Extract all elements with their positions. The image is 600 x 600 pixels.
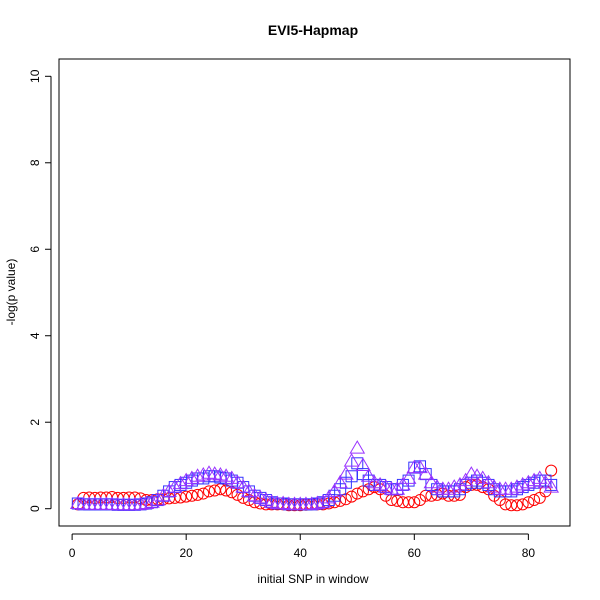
circle-point — [202, 485, 215, 498]
y-tick-label: 0 — [28, 505, 42, 512]
circle-point — [510, 499, 523, 512]
circle-point — [516, 498, 529, 511]
triangle-point — [355, 457, 371, 471]
triangle-point — [452, 476, 468, 491]
circle-point — [402, 496, 415, 509]
triangle-point — [69, 495, 86, 510]
y-axis: 0 2 4 6 8 10 — [28, 69, 52, 512]
triangle-point — [503, 481, 520, 495]
plot-frame — [58, 58, 571, 527]
circle-point — [408, 496, 421, 509]
triangle-point — [520, 474, 537, 489]
triangle-point — [400, 470, 417, 484]
triangle-point — [132, 496, 149, 510]
triangle-point — [241, 483, 257, 497]
triangle-point — [332, 474, 349, 489]
triangle-point — [149, 492, 166, 506]
triangle-point — [178, 472, 195, 487]
x-tick-label: 60 — [408, 546, 422, 560]
circle-point — [345, 490, 358, 503]
triangle-point — [275, 495, 292, 510]
x-tick-label: 0 — [69, 546, 76, 560]
triangle-point — [349, 440, 366, 454]
triangle-point — [166, 479, 183, 493]
triangle-point — [315, 494, 331, 508]
triangle-point — [303, 496, 320, 510]
triangle-point — [326, 483, 343, 497]
triangle-point — [206, 466, 223, 480]
triangle-point — [537, 474, 554, 489]
triangle-point — [360, 468, 377, 482]
triangle-point — [480, 474, 497, 489]
triangle-point — [195, 466, 212, 481]
triangle-point — [229, 474, 246, 489]
circle-point — [528, 494, 541, 507]
triangle-point — [474, 470, 491, 484]
x-tick-label: 80 — [522, 546, 536, 560]
chart-title: EVI5-Hapmap — [268, 22, 358, 38]
circle-point — [522, 496, 535, 509]
y-tick-label: 4 — [28, 332, 42, 339]
circle-point — [185, 489, 198, 502]
y-tick-label: 8 — [28, 159, 42, 166]
triangle-point — [309, 495, 326, 510]
triangle-point — [389, 481, 406, 495]
triangle-point — [337, 466, 354, 480]
triangle-point — [144, 494, 160, 508]
x-axis-label: initial SNP in window — [257, 572, 368, 586]
triangle-point — [189, 468, 206, 482]
circle-point — [191, 488, 204, 501]
triangle-point — [440, 481, 457, 495]
triangle-point — [138, 495, 155, 510]
circle-point — [545, 464, 558, 477]
y-tick-label: 2 — [28, 419, 42, 426]
triangle-point — [446, 479, 463, 493]
circle-point — [197, 487, 210, 500]
triangle-point — [543, 479, 560, 493]
triangle-point — [201, 465, 217, 479]
triangle-point — [417, 466, 434, 480]
triangle-point — [155, 487, 172, 502]
x-tick-label: 20 — [180, 546, 194, 560]
circle-point — [180, 490, 193, 503]
triangle-point — [184, 470, 200, 484]
triangle-point — [531, 470, 548, 484]
triangle-point — [343, 453, 360, 467]
triangle-point — [526, 472, 542, 487]
triangle-point — [223, 470, 240, 484]
y-tick-label: 6 — [28, 246, 42, 253]
triangle-series — [69, 440, 560, 511]
triangle-point — [172, 475, 189, 490]
data-points — [69, 440, 560, 512]
y-axis-label: -log(p value) — [4, 259, 18, 326]
triangle-point — [514, 476, 531, 491]
y-tick-label: 10 — [28, 69, 42, 83]
triangle-point — [423, 474, 440, 489]
circle-point — [351, 487, 364, 500]
triangle-point — [412, 459, 428, 474]
triangle-point — [235, 479, 252, 493]
x-axis: 0 20 40 60 80 — [69, 533, 536, 560]
triangle-point — [509, 479, 525, 493]
triangle-point — [161, 483, 177, 497]
x-tick-label: 40 — [294, 546, 308, 560]
circle-point — [391, 494, 404, 507]
